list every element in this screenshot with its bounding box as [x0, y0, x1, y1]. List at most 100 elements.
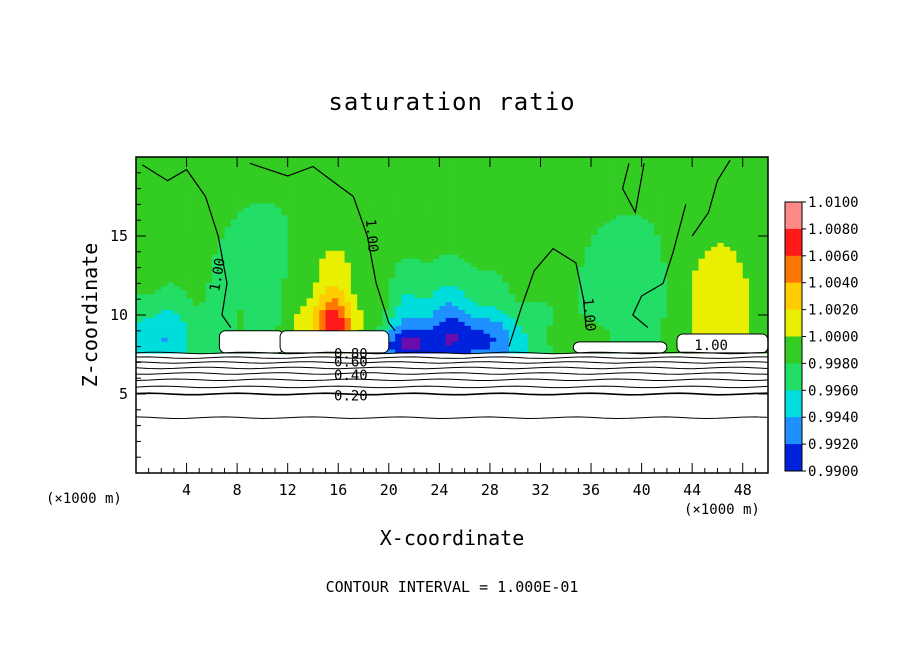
- field-cell: [205, 159, 213, 164]
- field-cell: [515, 250, 523, 255]
- field-cell: [616, 167, 624, 172]
- field-cell: [357, 277, 365, 283]
- field-cell: [186, 198, 194, 204]
- field-cell: [641, 175, 649, 180]
- field-cell: [711, 175, 719, 180]
- field-cell: [433, 325, 440, 330]
- field-cell: [300, 250, 308, 255]
- field-cell: [458, 293, 466, 299]
- field-cell: [597, 159, 605, 164]
- field-cell: [161, 242, 169, 247]
- field-cell: [502, 198, 510, 204]
- field-cell: [294, 190, 301, 196]
- field-cell: [534, 285, 542, 291]
- field-cell: [331, 206, 339, 212]
- field-cell: [761, 293, 768, 299]
- field-cell: [382, 269, 390, 275]
- field-cell: [230, 157, 238, 160]
- field-cell: [294, 238, 301, 243]
- field-cell: [205, 226, 213, 232]
- field-cell: [736, 159, 744, 164]
- field-cell: [622, 163, 630, 168]
- field-cell: [199, 305, 207, 311]
- field-cell: [521, 345, 529, 350]
- field-cell: [256, 175, 263, 180]
- field-cell: [148, 313, 156, 318]
- field-cell: [515, 305, 523, 311]
- field-cell: [306, 297, 314, 303]
- field-cell: [654, 313, 662, 318]
- field-cell: [218, 325, 226, 330]
- field-cell: [559, 281, 567, 287]
- field-cell: [749, 273, 756, 279]
- field-cell: [395, 159, 403, 164]
- field-cell: [711, 321, 719, 326]
- field-cell: [584, 301, 592, 307]
- field-cell: [167, 258, 175, 263]
- field-cell: [654, 190, 662, 196]
- field-cell: [414, 202, 421, 208]
- field-cell: [161, 285, 169, 291]
- field-cell: [142, 285, 150, 291]
- field-cell: [388, 258, 396, 263]
- field-cell: [262, 179, 270, 184]
- field-cell: [287, 202, 295, 208]
- field-cell: [559, 345, 567, 350]
- field-cell: [211, 341, 219, 346]
- field-cell: [635, 163, 643, 168]
- field-cell: [591, 246, 598, 251]
- field-cell: [224, 281, 232, 287]
- field-cell: [641, 218, 649, 224]
- field-cell: [565, 187, 573, 192]
- field-cell: [666, 285, 674, 291]
- field-cell: [572, 194, 579, 200]
- field-cell: [142, 210, 150, 216]
- field-cell: [319, 226, 327, 232]
- field-cell: [578, 230, 586, 236]
- field-cell: [565, 281, 573, 287]
- field-cell: [395, 190, 403, 196]
- field-cell: [350, 163, 358, 168]
- field-cell: [704, 202, 712, 208]
- field-cell: [553, 175, 561, 180]
- field-cell: [477, 175, 485, 180]
- field-cell: [660, 297, 668, 303]
- field-cell: [388, 242, 396, 247]
- field-cell: [211, 305, 219, 311]
- field-cell: [698, 234, 706, 239]
- field-cell: [641, 277, 649, 283]
- field-cell: [565, 157, 573, 160]
- field-cell: [287, 198, 295, 204]
- field-cell: [439, 254, 447, 259]
- field-cell: [711, 171, 719, 176]
- field-cell: [268, 202, 276, 208]
- field-cell: [755, 317, 763, 322]
- field-cell: [249, 190, 257, 196]
- field-cell: [597, 250, 605, 255]
- field-cell: [382, 262, 390, 267]
- field-cell: [470, 258, 478, 263]
- field-cell: [192, 317, 200, 322]
- field-cell: [325, 309, 333, 315]
- field-cell: [205, 333, 213, 338]
- field-cell: [704, 206, 712, 212]
- field-cell: [534, 269, 542, 275]
- field-cell: [161, 269, 169, 275]
- field-cell: [395, 321, 403, 326]
- field-cell: [357, 289, 365, 295]
- field-cell: [628, 313, 636, 318]
- field-cell: [287, 163, 295, 168]
- field-cell: [224, 262, 232, 267]
- field-cell: [685, 313, 693, 318]
- field-cell: [369, 226, 377, 232]
- field-cell: [603, 277, 611, 283]
- field-cell: [344, 157, 352, 160]
- field-cell: [306, 293, 314, 299]
- field-cell: [464, 157, 472, 160]
- field-cell: [445, 194, 453, 200]
- field-cell: [433, 159, 440, 164]
- field-cell: [540, 167, 548, 172]
- field-cell: [635, 214, 643, 220]
- field-cell: [154, 345, 162, 350]
- field-cell: [458, 183, 466, 188]
